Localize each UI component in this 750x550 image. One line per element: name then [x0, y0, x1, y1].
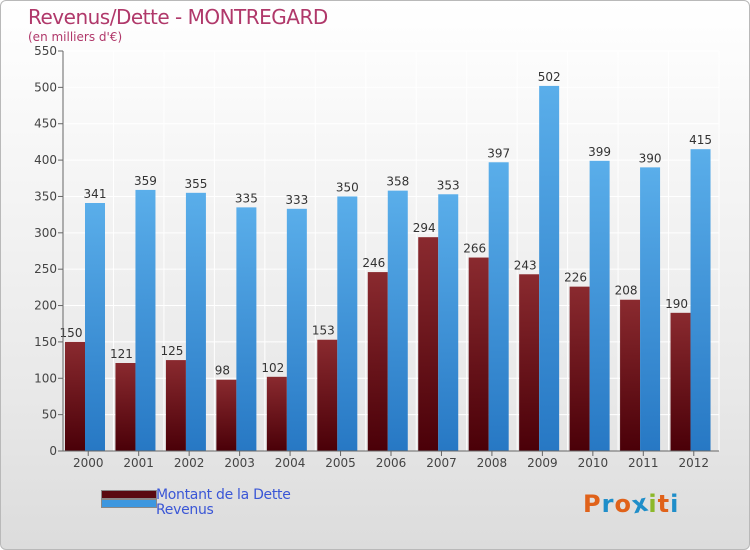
bar-debt-2004	[266, 376, 287, 451]
logo-letter: i	[670, 490, 680, 518]
bar-revenus-2003	[236, 207, 257, 451]
data-label-revenus-2012: 415	[689, 133, 712, 147]
x-tick-label: 2005	[325, 456, 356, 470]
data-label-debt-2006: 246	[362, 256, 385, 270]
data-label-revenus-2002: 355	[184, 177, 207, 191]
bar-revenus-2008	[488, 162, 509, 452]
proxiti-logo: Proxiti	[583, 489, 680, 520]
y-tick-label: 250	[34, 262, 57, 276]
data-label-debt-2010: 226	[564, 271, 587, 285]
legend-swatch-revenus	[101, 499, 157, 508]
x-tick-label: 2002	[174, 456, 205, 470]
data-label-revenus-2000: 341	[84, 187, 107, 201]
data-label-revenus-2001: 359	[134, 174, 157, 188]
data-label-debt-2004: 102	[261, 361, 284, 375]
bar-debt-2007	[418, 237, 439, 451]
x-tick-label: 2001	[123, 456, 154, 470]
legend-label-debt: Montant de la Dette	[156, 487, 291, 503]
bar-revenus-2000	[85, 203, 105, 451]
bar-debt-2010	[569, 286, 590, 451]
data-label-debt-2005: 153	[312, 324, 335, 338]
data-label-debt-2003: 98	[215, 364, 230, 378]
x-tick-label: 2003	[224, 456, 255, 470]
data-label-debt-2007: 294	[413, 221, 436, 235]
y-tick-label: 200	[34, 299, 57, 313]
x-tick-label: 2011	[628, 456, 659, 470]
data-label-debt-2009: 243	[514, 258, 537, 272]
data-label-debt-2011: 208	[615, 284, 638, 298]
logo-letter: t	[657, 490, 671, 518]
bar-revenus-2005	[337, 196, 358, 451]
data-label-debt-2001: 121	[110, 347, 133, 361]
logo-letter: i	[648, 490, 658, 518]
bar-debt-2000	[65, 341, 85, 451]
x-tick-label: 2006	[376, 456, 407, 470]
bar-revenus-2012	[690, 149, 711, 451]
bar-revenus-2009	[539, 85, 560, 451]
bar-debt-2002	[165, 360, 186, 451]
bars-layer	[65, 85, 711, 452]
bar-debt-2009	[519, 274, 540, 451]
bar-debt-2001	[115, 363, 136, 451]
legend-label-revenus: Revenus	[156, 502, 214, 518]
x-tick-label: 2012	[678, 456, 709, 470]
logo-letter: o	[614, 490, 632, 518]
bar-revenus-2010	[589, 160, 610, 451]
y-tick-label: 0	[49, 444, 57, 458]
y-tick-label: 500	[34, 80, 57, 94]
y-tick-label: 450	[34, 117, 57, 131]
y-tick-label: 50	[42, 408, 57, 422]
data-label-revenus-2006: 358	[386, 175, 409, 189]
bar-debt-2006	[367, 272, 388, 451]
data-label-debt-2000: 150	[60, 326, 83, 340]
y-tick-label: 300	[34, 226, 57, 240]
data-labels-layer: 150 341 121 359 125 355 98 335 102 333 153 350 246 35…	[60, 70, 712, 378]
data-label-revenus-2005: 350	[336, 180, 359, 194]
data-label-revenus-2011: 390	[639, 151, 662, 165]
data-label-revenus-2007: 353	[437, 178, 460, 192]
y-tick-label: 150	[34, 335, 57, 349]
bar-debt-2003	[216, 379, 237, 451]
bar-debt-2005	[317, 339, 338, 451]
x-tick-label: 2007	[426, 456, 457, 470]
x-tick-label: 2004	[275, 456, 306, 470]
data-label-revenus-2008: 397	[487, 146, 510, 160]
x-tick-label: 2010	[578, 456, 609, 470]
x-tick-label: 2009	[527, 456, 558, 470]
logo-letter: r	[601, 490, 615, 518]
bar-revenus-2004	[286, 208, 307, 451]
bar-revenus-2011	[640, 167, 661, 451]
chart-title: Revenus/Dette - MONTREGARD	[28, 5, 328, 29]
x-tick-label: 2008	[477, 456, 508, 470]
bar-revenus-2001	[135, 189, 156, 451]
data-label-debt-2012: 190	[665, 297, 688, 311]
bar-debt-2011	[620, 299, 641, 451]
y-tick-label: 400	[34, 153, 57, 167]
y-tick-label: 550	[34, 44, 57, 58]
bar-debt-2012	[670, 312, 691, 451]
x-tick-label: 2000	[73, 456, 104, 470]
data-label-revenus-2009: 502	[538, 70, 561, 84]
y-tick-label: 100	[34, 371, 57, 385]
data-label-revenus-2004: 333	[285, 193, 308, 207]
data-label-debt-2008: 266	[463, 242, 486, 256]
chart-subtitle: (en milliers d'€)	[28, 30, 123, 44]
data-label-revenus-2010: 399	[588, 145, 611, 159]
y-tick-label: 350	[34, 189, 57, 203]
data-label-debt-2002: 125	[160, 344, 183, 358]
legend-swatch-debt	[101, 490, 157, 499]
bar-debt-2008	[468, 257, 489, 451]
bar-revenus-2006	[387, 190, 408, 452]
bar-revenus-2002	[185, 192, 206, 451]
data-label-revenus-2003: 335	[235, 191, 258, 205]
logo-letter: P	[583, 490, 602, 518]
bar-revenus-2007	[438, 194, 459, 452]
